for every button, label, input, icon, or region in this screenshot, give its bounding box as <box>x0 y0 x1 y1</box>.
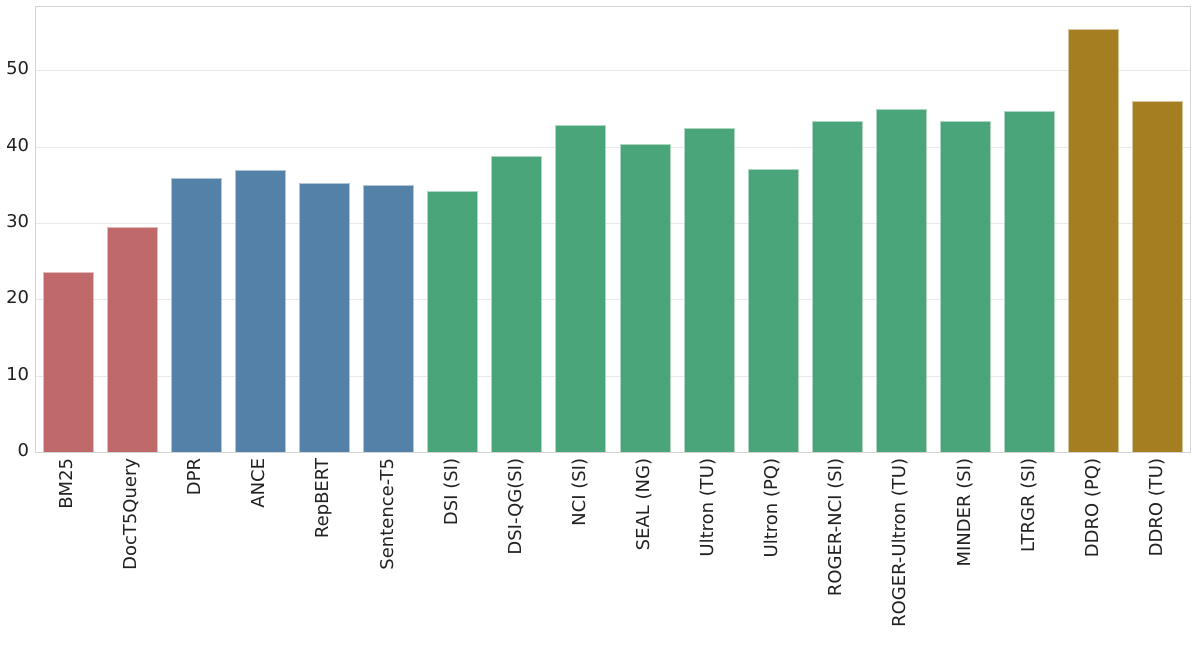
bars-container <box>36 7 1190 452</box>
bar-ultron-pq <box>747 168 799 452</box>
bar-slot <box>613 7 677 452</box>
x-tick-label: Ultron (TU) <box>697 458 719 557</box>
bar-ance <box>234 170 286 452</box>
bar-slot <box>292 7 356 452</box>
gridline-20 <box>36 299 1190 301</box>
bar-slot <box>741 7 805 452</box>
x-tick-label: NCI (SI) <box>568 458 590 526</box>
bar-slot <box>421 7 485 452</box>
gridline-50 <box>36 70 1190 72</box>
bar-dsi-si <box>427 190 479 452</box>
bar-slot <box>998 7 1062 452</box>
bar-slot <box>1062 7 1126 452</box>
bar-slot <box>549 7 613 452</box>
bar-ddro-pq <box>1068 29 1120 452</box>
gridline-30 <box>36 223 1190 224</box>
x-label-slot: DDRO (PQ) <box>1061 458 1125 557</box>
x-tick-label: BM25 <box>56 458 78 509</box>
y-axis-tick-labels: 0 10 20 30 40 50 <box>0 0 29 654</box>
x-tick-label: ROGER-NCI (SI) <box>825 458 847 597</box>
bar-nci-si <box>555 125 607 452</box>
x-label-slot: ANCE <box>227 458 291 508</box>
bar-slot <box>934 7 998 452</box>
x-tick-label: DPR <box>184 458 206 496</box>
x-tick-label: DDRO (TU) <box>1145 458 1167 557</box>
x-tick-label: DSI-QG(SI) <box>504 458 526 555</box>
x-tick-label: DocT5Query <box>120 458 142 570</box>
x-tick-label: DDRO (PQ) <box>1081 458 1103 558</box>
bar-slot <box>805 7 869 452</box>
x-label-slot: BM25 <box>35 458 99 509</box>
y-tick-label-10: 10 <box>6 363 29 385</box>
x-tick-label: MINDER (SI) <box>953 458 975 567</box>
y-tick-label-0: 0 <box>17 440 29 461</box>
bar-roger-ultron-tu <box>875 109 927 452</box>
bar-slot <box>100 7 164 452</box>
x-tick-label: SEAL (NG) <box>633 458 655 551</box>
x-axis-tick-labels: BM25 DocT5Query DPR ANCE RepBERT Sentence-T5 D… <box>35 458 1189 627</box>
x-label-slot: Ultron (PQ) <box>740 458 804 557</box>
x-tick-label: LTRGR (SI) <box>1017 458 1039 553</box>
bar-slot <box>677 7 741 452</box>
bar-roger-nci-si <box>811 120 863 452</box>
x-label-slot: ROGER-Ultron (TU) <box>868 458 932 627</box>
bar-slot <box>228 7 292 452</box>
x-label-slot: ROGER-NCI (SI) <box>804 458 868 596</box>
x-tick-label: RepBERT <box>312 458 334 539</box>
x-label-slot: MINDER (SI) <box>933 458 997 567</box>
bar-slot <box>485 7 549 452</box>
x-tick-label: Ultron (PQ) <box>761 458 783 558</box>
x-label-slot: Ultron (TU) <box>676 458 740 557</box>
y-tick-label-30: 30 <box>6 211 29 232</box>
bar-slot <box>1126 7 1190 452</box>
y-tick-label-40: 40 <box>6 134 29 156</box>
x-label-slot: LTRGR (SI) <box>997 458 1061 552</box>
x-tick-label: Sentence-T5 <box>376 458 398 570</box>
bar-slot <box>357 7 421 452</box>
bar-sentence-t5 <box>363 184 415 452</box>
bar-seal-ng <box>619 144 671 452</box>
x-tick-label: ROGER-Ultron (TU) <box>889 458 911 627</box>
bar-dsi-qg-si <box>491 155 543 452</box>
bar-minder-si <box>940 120 992 452</box>
x-label-slot: DocT5Query <box>99 458 163 570</box>
x-label-slot: DPR <box>163 458 227 495</box>
gridline-40 <box>36 146 1190 148</box>
x-tick-label: DSI (SI) <box>440 458 462 526</box>
x-label-slot: NCI (SI) <box>548 458 612 526</box>
x-label-slot: DSI-QG(SI) <box>484 458 548 555</box>
y-tick-label-50: 50 <box>6 58 29 80</box>
bar-doct5query <box>106 226 158 452</box>
bar-ltrgr-si <box>1004 110 1056 452</box>
x-label-slot: DSI (SI) <box>420 458 484 525</box>
bar-repbert <box>298 183 350 452</box>
y-tick-label-20: 20 <box>6 287 29 309</box>
plot-area <box>35 6 1191 453</box>
x-label-slot: Sentence-T5 <box>356 458 420 570</box>
x-label-slot: SEAL (NG) <box>612 458 676 550</box>
x-label-slot: RepBERT <box>291 458 355 538</box>
bar-slot <box>869 7 933 452</box>
bar-ddro-tu <box>1132 100 1184 452</box>
bar-slot <box>164 7 228 452</box>
bar-ultron-tu <box>683 127 735 452</box>
x-tick-label: ANCE <box>248 458 270 508</box>
x-label-slot: DDRO (TU) <box>1125 458 1189 556</box>
bar-slot <box>36 7 100 452</box>
bar-dpr <box>170 177 222 452</box>
bar-bm25 <box>42 271 94 452</box>
gridline-10 <box>36 375 1190 377</box>
